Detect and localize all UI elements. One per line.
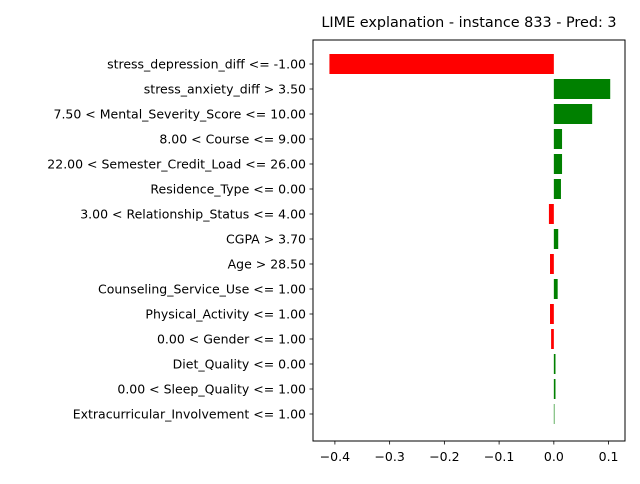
- x-tick-label-2: −0.2: [429, 449, 459, 464]
- bar-10: [550, 304, 554, 324]
- x-tick-label-5: 0.1: [599, 449, 619, 464]
- y-tick-label-6: 3.00 < Relationship_Status <= 4.00: [80, 207, 306, 222]
- y-tick-label-10: Physical_Activity <= 1.00: [145, 307, 306, 322]
- bar-13: [553, 379, 556, 399]
- x-tick-label-0: −0.4: [320, 449, 350, 464]
- bar-11: [551, 329, 554, 349]
- y-tick-label-1: stress_anxiety_diff > 3.50: [144, 82, 306, 97]
- x-axis-ticks: −0.4 −0.3 −0.2 −0.1 0.0 0.1: [320, 441, 619, 464]
- bar-0: [329, 54, 554, 74]
- bar-14: [553, 404, 555, 424]
- bar-2: [553, 104, 593, 124]
- x-tick-label-4: 0.0: [544, 449, 564, 464]
- y-axis-ticks: stress_depression_diff <= -1.00 stress_an…: [47, 57, 313, 422]
- chart-title: LIME explanation - instance 833 - Pred: …: [321, 15, 616, 31]
- y-tick-label-8: Age > 28.50: [228, 257, 306, 272]
- bar-8: [550, 254, 554, 274]
- bar-7: [553, 229, 559, 249]
- y-tick-label-12: Diet_Quality <= 0.00: [173, 357, 306, 372]
- y-tick-label-11: 0.00 < Gender <= 1.00: [157, 332, 306, 347]
- y-tick-label-3: 8.00 < Course <= 9.00: [159, 132, 306, 147]
- bar-5: [553, 179, 561, 199]
- y-tick-label-5: Residence_Type <= 0.00: [150, 182, 306, 197]
- x-tick-label-3: −0.1: [484, 449, 514, 464]
- plot-frame: [312, 39, 626, 442]
- bar-12: [553, 354, 556, 374]
- y-tick-label-7: CGPA > 3.70: [226, 232, 306, 247]
- bar-3: [553, 129, 563, 149]
- x-tick-label-1: −0.3: [374, 449, 404, 464]
- bar-9: [553, 279, 558, 299]
- y-tick-label-2: 7.50 < Mental_Severity_Score <= 10.00: [54, 107, 307, 122]
- bar-6: [548, 204, 554, 224]
- y-tick-label-9: Counseling_Service_Use <= 1.00: [98, 282, 306, 297]
- bars-group: [329, 54, 611, 424]
- bar-1: [553, 79, 611, 99]
- y-tick-label-13: 0.00 < Sleep_Quality <= 1.00: [117, 382, 306, 397]
- bar-4: [553, 154, 563, 174]
- y-tick-label-0: stress_depression_diff <= -1.00: [107, 57, 306, 72]
- y-tick-label-4: 22.00 < Semester_Credit_Load <= 26.00: [47, 157, 306, 172]
- y-tick-label-14: Extracurricular_Involvement <= 1.00: [73, 407, 306, 422]
